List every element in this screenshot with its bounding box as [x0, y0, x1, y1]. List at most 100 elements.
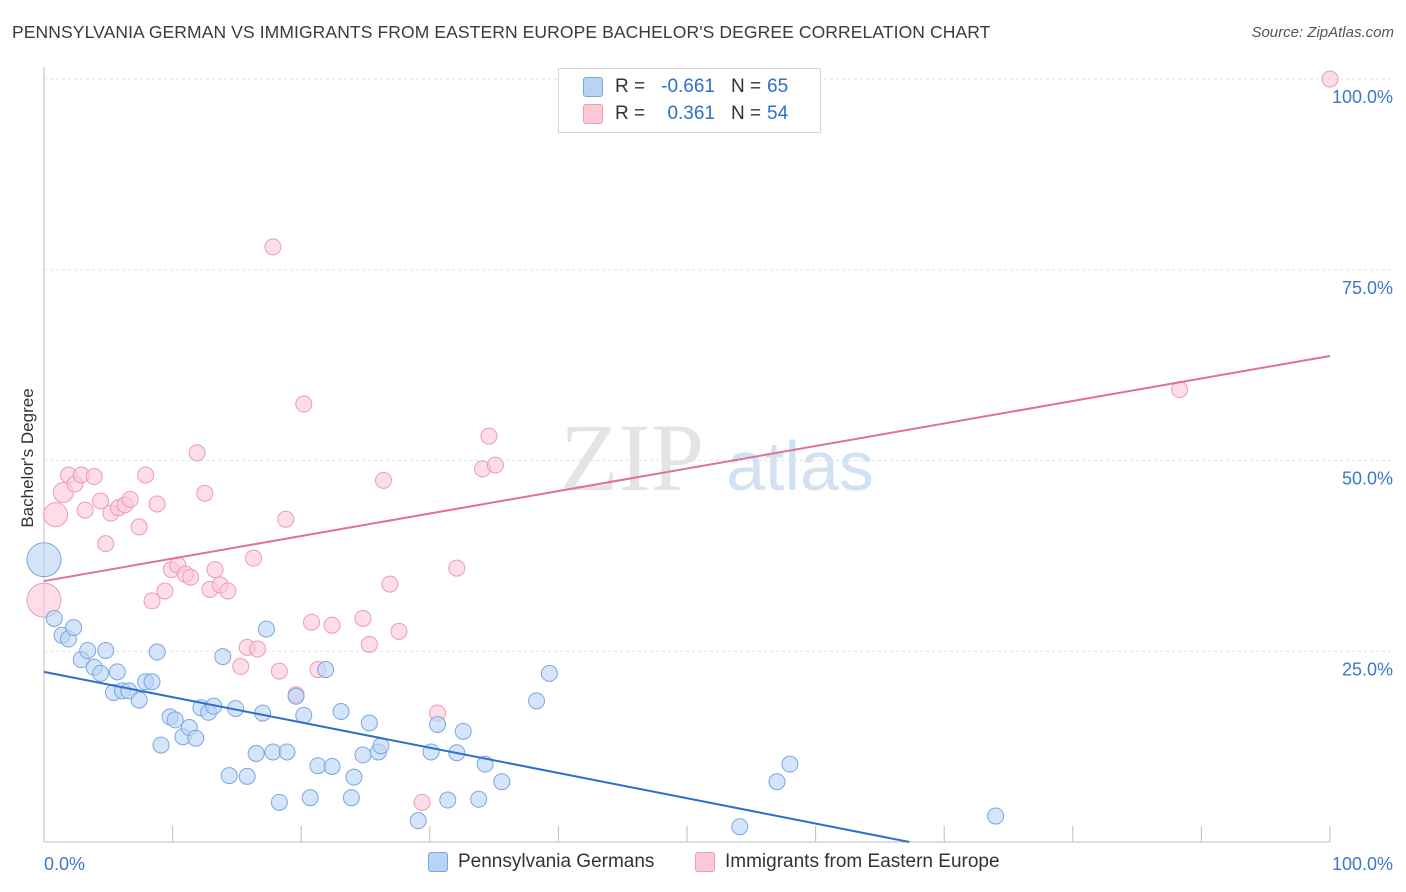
data-point — [486, 456, 504, 474]
data-point — [97, 641, 115, 659]
data-point — [354, 746, 372, 764]
data-point — [156, 582, 174, 600]
data-point — [323, 757, 341, 775]
data-point — [247, 744, 265, 762]
chart-title: PENNSYLVANIA GERMAN VS IMMIGRANTS FROM E… — [12, 22, 991, 42]
data-point — [987, 807, 1005, 825]
data-point — [731, 818, 749, 836]
data-point — [342, 789, 360, 807]
legend-swatch-blue — [583, 77, 603, 97]
data-point — [493, 773, 511, 791]
data-point — [245, 549, 263, 567]
data-point — [309, 757, 327, 775]
watermark-zip: ZIP — [560, 404, 704, 511]
data-point — [1321, 70, 1339, 88]
x-tick-label: 100.0% — [1332, 854, 1393, 874]
data-point — [26, 582, 62, 618]
trend-line — [43, 354, 1331, 583]
y-tick-label: 100.0% — [1332, 87, 1393, 107]
data-point — [360, 714, 378, 732]
legend-row-pennsylvania-germans: R = -0.661 N = 65 — [583, 75, 788, 99]
data-point — [232, 658, 250, 676]
data-point — [323, 616, 341, 634]
data-point — [528, 692, 546, 710]
y-tick-label: 50.0% — [1342, 469, 1393, 489]
data-point — [92, 492, 110, 510]
data-point — [166, 711, 184, 729]
data-point — [97, 535, 115, 553]
data-point — [92, 664, 110, 682]
data-point — [45, 609, 63, 627]
data-point — [152, 736, 170, 754]
series-swatch-pink — [695, 852, 715, 872]
axes — [43, 67, 1331, 843]
data-point — [413, 793, 431, 811]
data-point — [480, 427, 498, 445]
data-point — [781, 755, 799, 773]
data-point — [429, 715, 447, 733]
data-point — [248, 640, 266, 658]
data-point — [43, 502, 69, 528]
data-point — [108, 663, 126, 681]
legend-r-label: R = — [615, 103, 646, 124]
data-point — [130, 691, 148, 709]
data-point — [65, 619, 83, 637]
data-point — [354, 609, 372, 627]
series-swatch-blue — [428, 852, 448, 872]
legend-n-value: 54 — [767, 103, 789, 124]
tick-labels: 25.0% 50.0% 75.0% 100.0% 0.0% 100.0% — [44, 87, 1393, 874]
x-tick-label: 0.0% — [44, 854, 85, 874]
data-point — [130, 518, 148, 536]
data-point — [264, 743, 282, 761]
data-point — [219, 582, 237, 600]
data-point — [409, 812, 427, 830]
data-point — [287, 687, 305, 705]
data-point — [372, 737, 390, 755]
data-points — [26, 70, 1339, 836]
data-point — [454, 722, 472, 740]
legend-n-value: 65 — [767, 76, 789, 97]
series-legend-item-eastern-europe[interactable]: Immigrants from Eastern Europe — [695, 851, 1000, 873]
data-point — [206, 561, 224, 579]
data-point — [345, 768, 363, 786]
legend-n-label: N = — [731, 103, 762, 124]
data-point — [137, 466, 155, 484]
data-point — [214, 648, 232, 666]
legend-r-value: 0.361 — [667, 103, 715, 124]
data-point — [448, 559, 466, 577]
data-point — [278, 743, 296, 761]
series-name: Immigrants from Eastern Europe — [725, 851, 1000, 872]
data-point — [302, 613, 320, 631]
data-point — [143, 592, 161, 610]
data-point — [85, 468, 103, 486]
data-point — [375, 471, 393, 489]
legend-swatch-pink — [583, 104, 603, 124]
data-point — [188, 444, 206, 462]
data-point — [257, 620, 275, 638]
data-point — [439, 791, 457, 809]
data-point — [26, 542, 62, 578]
legend-row-eastern-europe: R = 0.361 N = 54 — [583, 102, 788, 126]
data-point — [295, 395, 313, 413]
data-point — [360, 635, 378, 653]
legend-n-label: N = — [731, 76, 762, 97]
legend-r-value: -0.661 — [661, 76, 715, 97]
data-point — [390, 622, 408, 640]
y-tick-label: 75.0% — [1342, 278, 1393, 298]
trend-line — [43, 670, 910, 843]
data-point — [317, 661, 335, 679]
data-point — [182, 568, 200, 586]
data-point — [143, 673, 161, 691]
data-point — [277, 510, 295, 528]
series-legend-item-pennsylvania-germans[interactable]: Pennsylvania Germans — [428, 851, 654, 873]
grid-lines — [44, 78, 1392, 652]
series-name: Pennsylvania Germans — [458, 851, 655, 872]
data-point — [196, 484, 214, 502]
y-tick-label: 25.0% — [1342, 659, 1393, 679]
data-point — [301, 789, 319, 807]
data-point — [470, 790, 488, 808]
data-point — [238, 767, 256, 785]
data-point — [220, 767, 238, 785]
data-point — [381, 575, 399, 593]
